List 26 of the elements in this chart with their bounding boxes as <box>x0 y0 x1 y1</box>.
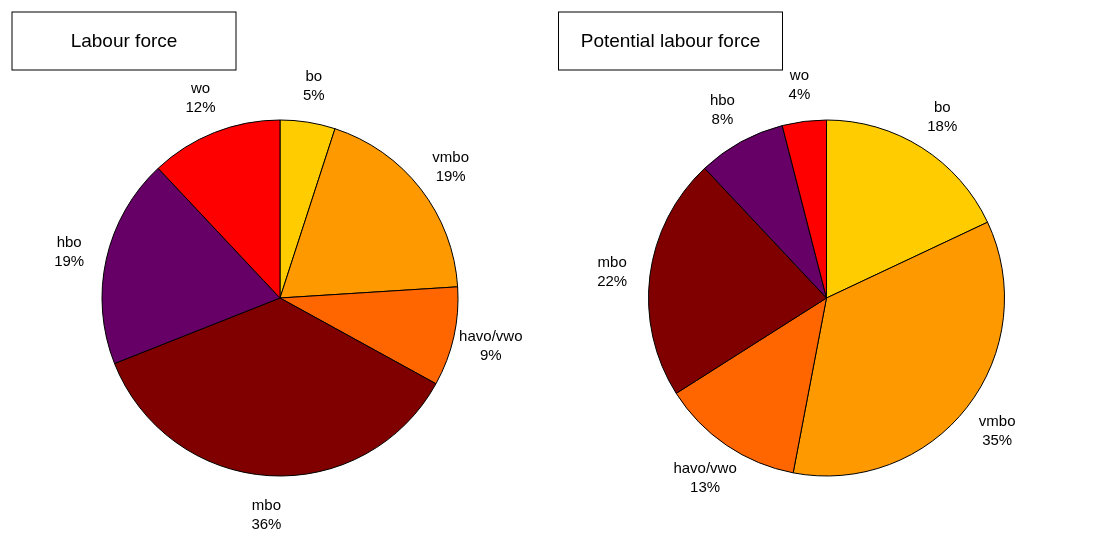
slice-label: wo <box>189 79 211 97</box>
data-label: 36% <box>251 514 282 532</box>
slice-label: mbo <box>597 252 627 270</box>
data-label: 19% <box>435 166 466 184</box>
chart-title: Labour force <box>70 30 178 51</box>
slice-label: hbo <box>709 90 735 108</box>
data-label: 4% <box>788 84 811 102</box>
data-label: 35% <box>982 431 1013 449</box>
slice-label: vmbo <box>432 147 470 165</box>
slice-label: hbo <box>56 232 82 250</box>
slice-label: wo <box>788 65 810 83</box>
data-label: 9% <box>479 346 502 364</box>
chart-title: Potential labour force <box>580 30 761 51</box>
slice-label: vmbo <box>978 412 1016 430</box>
data-label: 13% <box>690 477 721 495</box>
data-label: 19% <box>54 251 85 269</box>
slice-label: mbo <box>251 495 282 513</box>
data-label: 5% <box>302 85 325 103</box>
slice-label: havo/vwo <box>673 458 737 476</box>
data-label: 8% <box>711 109 734 127</box>
data-label: 22% <box>597 271 628 289</box>
data-label: 18% <box>927 116 958 134</box>
slice-label: bo <box>305 66 323 84</box>
slice-label: havo/vwo <box>459 327 523 345</box>
data-label: 12% <box>185 98 216 116</box>
slice-label: bo <box>933 97 951 115</box>
